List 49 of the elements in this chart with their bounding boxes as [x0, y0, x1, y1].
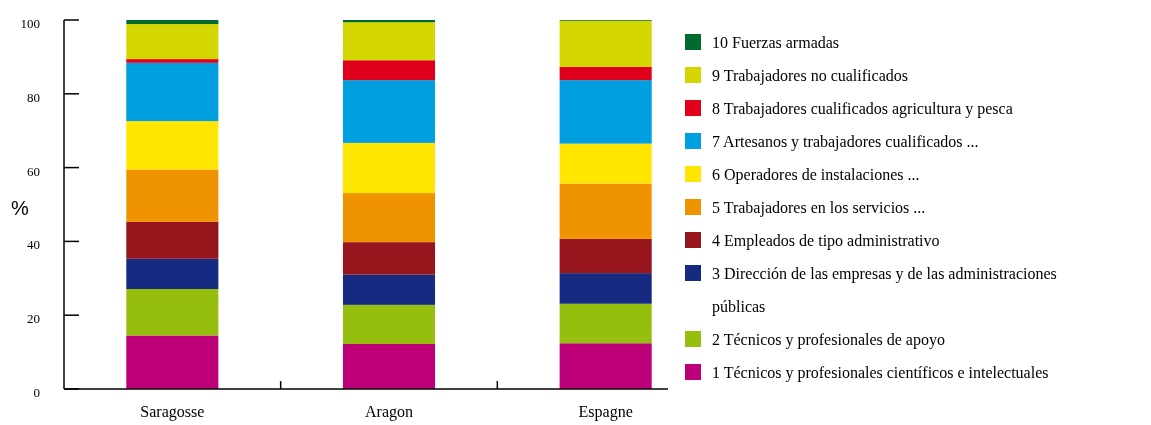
- x-tick-label: Espagne: [578, 403, 633, 421]
- bar: [342, 193, 436, 243]
- bar: [342, 343, 436, 389]
- bar: [342, 242, 436, 275]
- y-tick-label: 80: [27, 89, 40, 105]
- bar: [559, 20, 652, 67]
- bar: [559, 343, 652, 389]
- bar: [559, 66, 652, 81]
- legend-label: 8 Trabajadores cualificados agricultura y pesca: [712, 99, 1013, 118]
- y-tick-label: 100: [20, 16, 40, 31]
- bar: [559, 303, 652, 344]
- y-tick-label: 60: [27, 163, 40, 179]
- bar: [342, 304, 436, 344]
- bar: [126, 258, 219, 289]
- legend-label: 10 Fuerzas armadas: [712, 33, 840, 51]
- bar: [126, 335, 219, 389]
- legend-label: 7 Artesanos y trabajadores cualificados ...: [712, 132, 979, 151]
- legend-label: 4 Empleados de tipo administrativo: [712, 231, 940, 250]
- bar: [126, 169, 219, 222]
- bar: [126, 62, 219, 122]
- bar: [126, 221, 219, 259]
- legend-label: 3 Dirección de las empresas y de las administraciones públicas: [712, 264, 1057, 316]
- bar: [559, 238, 652, 274]
- x-tick-label: Saragosse: [140, 403, 205, 421]
- legend-label: 2 Técnicos y profesionales de apoyo: [712, 330, 945, 349]
- bar: [342, 274, 436, 305]
- y-tick-label: 40: [27, 237, 40, 253]
- y-tick-label: 0: [33, 385, 40, 400]
- y-axis-title: %: [11, 197, 30, 219]
- legend-label: 6 Operadores de instalaciones ...: [712, 165, 920, 184]
- legend-label: 1 Técnicos y profesionales científicos e intelectuales: [712, 363, 1049, 382]
- bar: [342, 60, 436, 81]
- x-tick-label: Aragon: [365, 403, 413, 421]
- legend-label: 5 Trabajadores en los servicios ...: [712, 198, 926, 217]
- bar: [126, 59, 219, 63]
- bar: [559, 80, 652, 144]
- bar: [559, 143, 652, 184]
- y-tick-label: 20: [27, 311, 40, 327]
- bar: [126, 24, 219, 60]
- bar: [342, 20, 436, 23]
- bar: [126, 20, 219, 25]
- bar: [126, 289, 219, 336]
- bar: [342, 142, 436, 194]
- bar: [126, 121, 219, 170]
- legend-label: 9 Trabajadores no cualificados: [712, 66, 908, 85]
- bar: [342, 22, 436, 61]
- bar: [559, 273, 652, 304]
- bar: [342, 80, 436, 143]
- bar: [559, 183, 652, 239]
